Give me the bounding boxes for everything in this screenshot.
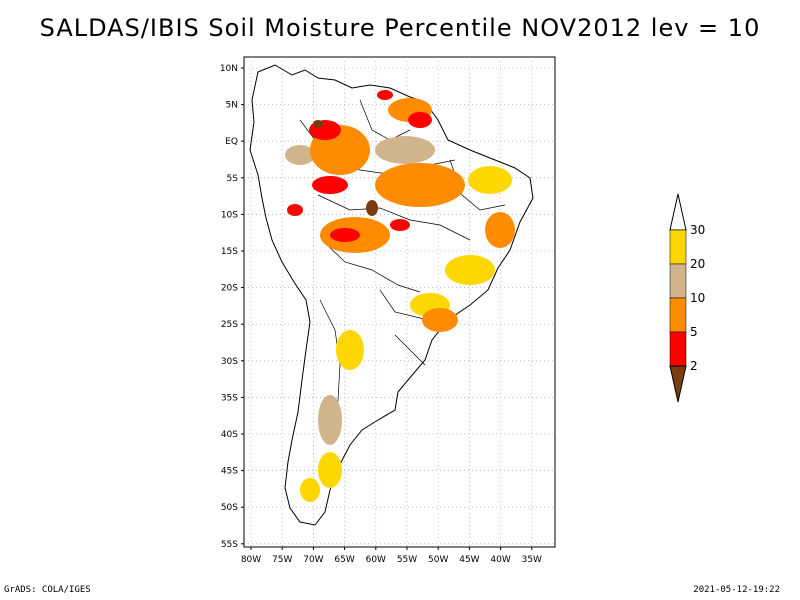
latitude-label: 35S: [221, 393, 238, 403]
legend-label: 5: [690, 325, 698, 339]
legend-swatch: [669, 331, 687, 367]
legend-swatch: [669, 297, 687, 333]
legend-top-arrow: [669, 193, 687, 231]
patch-yellow: [318, 452, 342, 488]
longitude-label: 60W: [366, 555, 386, 565]
footer-timestamp: 2021-05-12-19:22: [693, 585, 780, 595]
legend-label: 20: [690, 257, 705, 271]
patch-tan: [375, 136, 435, 164]
latitude-label: 10N: [220, 64, 238, 74]
legend-label: 10: [690, 291, 705, 305]
footer-credit: GrADS: COLA/IGES: [4, 585, 91, 595]
patch-red: [330, 228, 360, 242]
longitude-label: 50W: [428, 555, 448, 565]
legend-swatch: [669, 263, 687, 299]
soil-moisture-field: [285, 90, 515, 502]
latitude-label: 40S: [221, 430, 238, 440]
patch-red: [408, 112, 432, 128]
patch-brown: [313, 120, 323, 128]
patch-yellow: [468, 166, 512, 194]
patch-tan: [318, 395, 342, 445]
south-america-outline: [249, 64, 534, 526]
latitude-label: 50S: [221, 503, 238, 513]
latitude-label: 10S: [221, 210, 238, 220]
gridlines: [244, 57, 555, 547]
patch-yellow: [336, 330, 364, 370]
latitude-label: 5N: [226, 101, 238, 111]
latitude-labels: 10N 5N EQ 5S 10S 15S 20S 25S 30S 35S 40S 45S 50S 55S: [220, 64, 244, 550]
latitude-label: 15S: [221, 247, 238, 257]
patch-orange: [422, 308, 458, 332]
color-legend: 30 20 10 5 2: [669, 193, 705, 403]
longitude-label: 65W: [334, 555, 354, 565]
patch-yellow: [445, 255, 495, 285]
longitude-label: 35W: [522, 555, 542, 565]
latitude-label: 20S: [221, 284, 238, 294]
latitude-label: 5S: [227, 174, 239, 184]
latitude-label: 25S: [221, 320, 238, 330]
latitude-label: 30S: [221, 357, 238, 367]
patch-yellow: [300, 478, 320, 502]
patch-brown: [366, 200, 378, 216]
legend-bottom-arrow: [669, 365, 687, 403]
legend-label: 30: [690, 223, 705, 237]
legend-swatch: [669, 229, 687, 265]
latitude-label: 45S: [221, 467, 238, 477]
longitude-label: 45W: [459, 555, 479, 565]
longitude-label: 55W: [397, 555, 417, 565]
patch-tan: [285, 145, 315, 165]
patch-red: [377, 90, 393, 100]
latitude-label: EQ: [225, 137, 238, 147]
longitude-label: 75W: [272, 555, 292, 565]
patch-orange: [375, 163, 465, 207]
longitude-labels: 80W 75W 70W 65W 60W 55W 50W 45W 40W 35W: [241, 547, 542, 565]
longitude-label: 80W: [241, 555, 261, 565]
patch-orange: [485, 212, 515, 248]
legend-label: 2: [690, 359, 698, 373]
patch-red: [390, 219, 410, 231]
longitude-label: 40W: [490, 555, 510, 565]
latitude-label: 55S: [221, 540, 238, 550]
map-frame: [243, 56, 556, 548]
patch-red: [312, 176, 348, 194]
patch-red: [287, 204, 303, 216]
longitude-label: 70W: [303, 555, 323, 565]
map-title: SALDAS/IBIS Soil Moisture Percentile NOV…: [39, 14, 761, 42]
